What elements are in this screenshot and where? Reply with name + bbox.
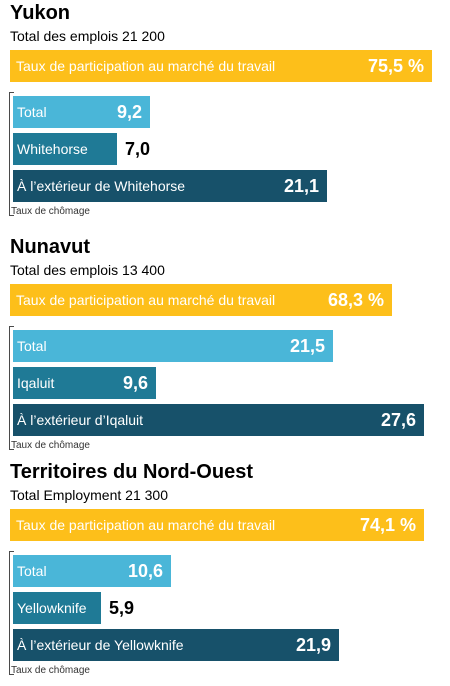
unemployment-bar-label: Iqaluit xyxy=(17,375,55,391)
participation-rate-label: Taux de participation au marché du trava… xyxy=(16,292,276,308)
unemployment-bar-value: 5,9 xyxy=(109,598,135,618)
employment-total: Total des emplois 13 400 xyxy=(10,262,165,278)
unemployment-bar-value: 21,5 xyxy=(289,336,325,356)
unemployment-bar-value: 9,2 xyxy=(116,102,142,122)
participation-rate-value: 75,5 % xyxy=(367,56,424,76)
territory-panel: Territoires du Nord-Ouest Total Employmen… xyxy=(0,461,450,686)
participation-rate-bar: Taux de participation au marché du trava… xyxy=(10,50,432,82)
participation-rate-label: Taux de participation au marché du trava… xyxy=(16,58,276,74)
unemployment-bracket xyxy=(9,92,14,216)
unemployment-bar-label: Total xyxy=(17,104,47,120)
unemployment-bar-value: 21,9 xyxy=(295,635,331,655)
region-title: Nunavut xyxy=(10,236,90,258)
unemployment-axis-label: Taux de chômage xyxy=(11,440,90,451)
unemployment-bar-total: Total 10,6 xyxy=(13,555,171,587)
unemployment-bar-value: 21,1 xyxy=(283,176,319,196)
participation-rate-value: 74,1 % xyxy=(359,515,416,535)
unemployment-bar-total: Total 9,2 xyxy=(13,96,150,128)
employment-total: Total des emplois 21 200 xyxy=(10,28,165,44)
unemployment-bar-value: 27,6 xyxy=(380,410,416,430)
unemployment-bar-label: Whitehorse xyxy=(17,141,88,157)
unemployment-bar-capital: Iqaluit 9,6 xyxy=(13,367,156,399)
unemployment-bar-outside: À l’extérieur de Yellowknife 21,9 xyxy=(13,629,339,661)
unemployment-bracket xyxy=(9,551,14,675)
unemployment-bar-label: Total xyxy=(17,338,47,354)
unemployment-bar-label: À l’extérieur de Yellowknife xyxy=(17,637,184,653)
participation-rate-value: 68,3 % xyxy=(327,290,384,310)
territory-panel: Nunavut Total des emplois 13 400 Taux de p… xyxy=(0,236,450,461)
unemployment-bar-label: Yellowknife xyxy=(17,600,87,616)
unemployment-bar-capital: Yellowknife 5,9 xyxy=(13,592,134,624)
participation-rate-bar: Taux de participation au marché du trava… xyxy=(10,509,424,541)
unemployment-axis-label: Taux de chômage xyxy=(11,206,90,217)
region-title: Territoires du Nord-Ouest xyxy=(10,461,253,483)
unemployment-bar-value: 7,0 xyxy=(125,139,151,159)
unemployment-bar-label: À l’extérieur d’Iqaluit xyxy=(17,412,144,428)
unemployment-bar-label: Total xyxy=(17,563,47,579)
territory-panel: Yukon Total des emplois 21 200 Taux de par… xyxy=(0,2,450,227)
unemployment-bar-value: 9,6 xyxy=(122,373,148,393)
region-title: Yukon xyxy=(10,2,71,24)
unemployment-bar-total: Total 21,5 xyxy=(13,330,333,362)
unemployment-bar-value: 10,6 xyxy=(127,561,163,581)
unemployment-bar-capital: Whitehorse 7,0 xyxy=(13,133,150,165)
unemployment-bracket xyxy=(9,326,14,450)
unemployment-axis-label: Taux de chômage xyxy=(11,665,90,676)
employment-total: Total Employment 21 300 xyxy=(10,487,168,503)
participation-rate-bar: Taux de participation au marché du trava… xyxy=(10,284,392,316)
unemployment-bar-outside: À l’extérieur de Whitehorse 21,1 xyxy=(13,170,327,202)
unemployment-bar-outside: À l’extérieur d’Iqaluit 27,6 xyxy=(13,404,424,436)
unemployment-bar-label: À l’extérieur de Whitehorse xyxy=(17,178,186,194)
participation-rate-label: Taux de participation au marché du trava… xyxy=(16,517,276,533)
